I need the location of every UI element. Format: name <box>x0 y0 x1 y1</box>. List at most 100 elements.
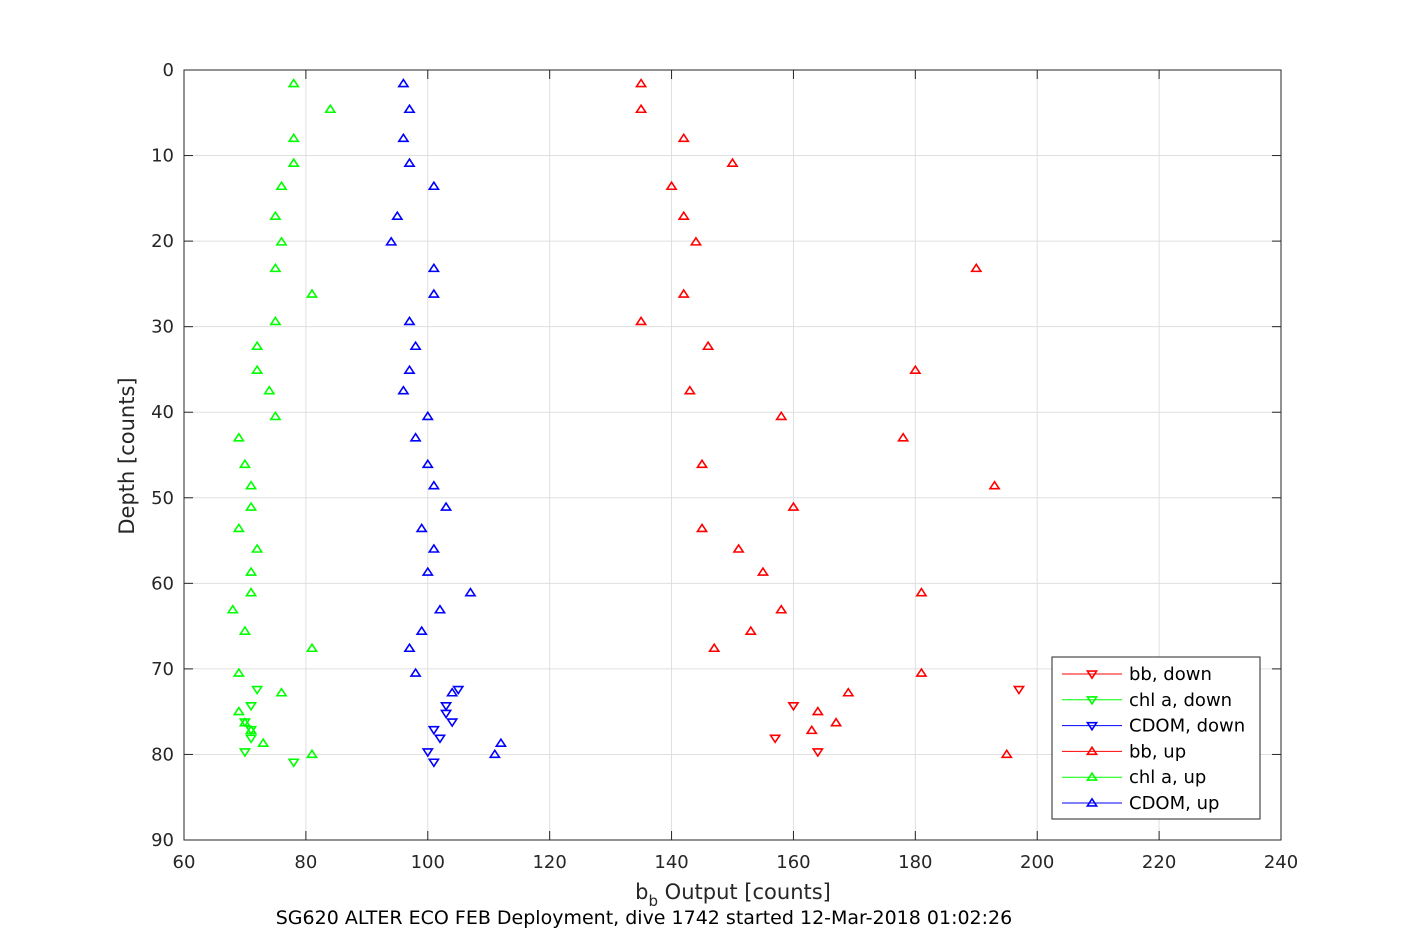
data-point <box>427 288 440 298</box>
x-tick-label: 220 <box>1142 852 1176 873</box>
x-tick-label: 60 <box>173 852 196 873</box>
data-point <box>403 103 416 114</box>
data-point <box>635 78 648 88</box>
data-point <box>244 734 258 744</box>
legend: bb, down chl a, down CDOM, down bb, up chl a… <box>1051 656 1261 820</box>
data-point <box>244 701 258 712</box>
series-5 <box>385 78 507 759</box>
data-point <box>897 432 910 442</box>
y-tick-label: 80 <box>151 744 174 765</box>
x-tick-label: 240 <box>1264 852 1298 873</box>
data-point <box>421 458 434 469</box>
data-point <box>232 706 245 716</box>
data-point <box>391 210 404 220</box>
data-point <box>415 625 428 635</box>
y-tick-label: 60 <box>151 573 174 594</box>
legend-label: CDOM, up <box>1129 793 1219 814</box>
data-point <box>635 103 648 114</box>
legend-item: bb, down <box>1062 664 1212 685</box>
legend-label: bb, up <box>1129 741 1186 762</box>
x-tick-label: 80 <box>294 852 317 873</box>
data-point <box>305 288 319 298</box>
data-point <box>494 737 507 748</box>
data-point <box>269 410 282 421</box>
data-point <box>269 210 282 220</box>
data-point <box>439 701 453 712</box>
legend-label: CDOM, down <box>1129 716 1245 737</box>
data-point <box>238 625 252 635</box>
data-point <box>305 748 319 759</box>
legend-marker <box>1085 721 1099 732</box>
data-point <box>244 724 258 735</box>
data-point <box>238 748 252 758</box>
x-tick-label: 200 <box>1020 852 1054 873</box>
data-point <box>403 315 416 326</box>
data-point <box>635 315 648 326</box>
series-3 <box>635 78 1013 759</box>
data-point <box>403 642 416 653</box>
data-point <box>287 157 300 167</box>
data-point <box>842 687 855 697</box>
data-point <box>251 340 264 351</box>
data-point <box>1012 685 1026 696</box>
data-point <box>251 685 264 696</box>
data-point <box>452 685 465 696</box>
data-point <box>811 748 824 758</box>
data-point <box>830 717 843 727</box>
data-point <box>403 364 416 374</box>
legend-item: bb, up <box>1062 741 1186 762</box>
y-tick-label: 90 <box>151 830 174 851</box>
data-point <box>787 701 800 712</box>
data-point <box>427 262 440 273</box>
x-axis-label-subscript: b <box>648 892 658 910</box>
x-tick-label: 100 <box>411 852 445 873</box>
y-tick-label: 20 <box>151 231 174 252</box>
data-point <box>275 180 288 191</box>
legend-label: chl a, down <box>1129 690 1232 711</box>
legend-marker <box>1085 745 1099 756</box>
data-point <box>397 385 410 395</box>
data-point <box>427 758 440 768</box>
legend-marker <box>1085 670 1099 680</box>
data-point <box>251 364 264 374</box>
data-point <box>769 734 782 744</box>
data-point <box>232 522 245 533</box>
legend-marker <box>1085 797 1099 807</box>
figure-caption: SG620 ALTER ECO FEB Deployment, dive 174… <box>276 907 1012 929</box>
series-0 <box>769 685 1026 758</box>
legend-label: chl a, up <box>1129 767 1206 788</box>
data-point <box>427 180 440 191</box>
x-tick-label: 160 <box>776 852 810 873</box>
legend-label: bb, down <box>1129 664 1212 685</box>
data-point <box>244 566 258 576</box>
data-point <box>988 480 1001 490</box>
data-point <box>915 667 928 677</box>
data-point <box>238 717 252 727</box>
x-axis-label: bb Output [counts] <box>635 880 831 910</box>
data-point <box>244 587 258 597</box>
data-point <box>409 340 422 351</box>
data-point <box>427 725 440 736</box>
data-point <box>702 340 715 351</box>
y-tick-label: 40 <box>151 402 174 423</box>
data-point <box>238 458 252 469</box>
data-point <box>439 501 453 511</box>
x-tick-label: 120 <box>532 852 566 873</box>
data-point <box>464 587 477 597</box>
data-point <box>677 210 690 220</box>
data-point <box>232 432 245 442</box>
data-point <box>287 78 300 88</box>
legend-marker <box>1085 696 1099 706</box>
data-point <box>305 642 319 653</box>
y-tick-label: 70 <box>151 659 174 680</box>
data-point <box>744 625 757 635</box>
data-point <box>287 132 300 143</box>
data-point <box>695 458 709 469</box>
data-point <box>244 480 258 490</box>
data-point <box>385 236 398 246</box>
data-point <box>269 262 282 273</box>
data-point <box>397 132 410 143</box>
data-point <box>677 288 690 298</box>
data-point <box>805 724 818 735</box>
plot-area <box>183 69 1282 841</box>
